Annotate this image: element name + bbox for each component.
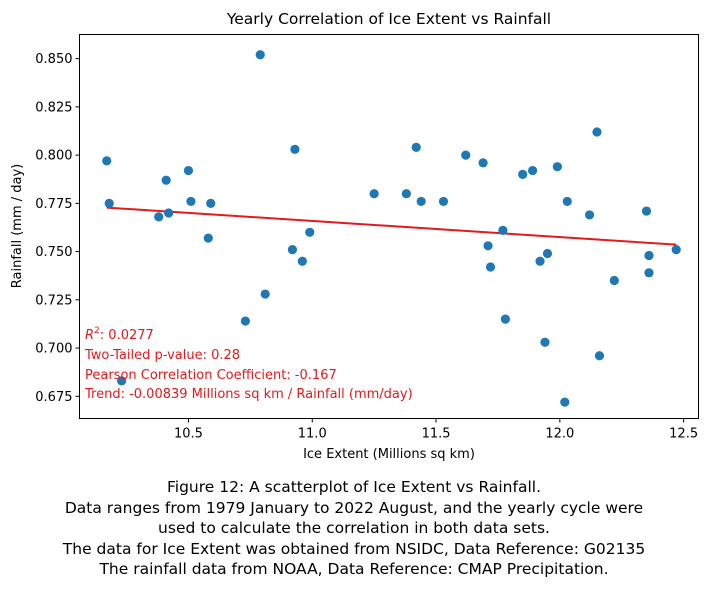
caption-line-2: Data ranges from 1979 January to 2022 Au… — [64, 498, 644, 517]
y-tick-label-5: 0.775 — [35, 197, 72, 212]
caption-line-3: used to calculate the correlation in bot… — [158, 519, 550, 538]
y-tick-label-2: 0.700 — [35, 342, 72, 357]
y-axis-label: Rainfall (mm / day) — [10, 164, 25, 289]
data-point-10 — [206, 198, 216, 208]
data-point-39 — [594, 351, 605, 361]
figure-caption: Figure 12: A scatterplot of Ice Extent v… — [0, 477, 708, 580]
data-point-31 — [535, 256, 545, 266]
data-point-3 — [116, 376, 127, 386]
data-point-7 — [183, 165, 194, 176]
x-tick-label-2: 11.0 — [298, 427, 327, 442]
data-point-14 — [287, 245, 298, 255]
r2-exponent: 2 — [94, 326, 100, 336]
data-point-34 — [552, 162, 562, 172]
caption-line-5: The rainfall data from NOAA, Data Refere… — [99, 560, 609, 579]
y-tick-label-8: 0.850 — [35, 52, 72, 67]
data-point-44 — [671, 245, 681, 255]
y-tick-label-4: 0.750 — [35, 245, 72, 260]
data-point-33 — [542, 248, 553, 259]
trend-annotation: Trend: -0.00839 Millions sq km / Rainfal… — [84, 387, 413, 402]
data-point-36 — [562, 196, 572, 207]
data-point-1 — [102, 156, 112, 166]
data-point-13 — [260, 289, 270, 299]
data-point-29 — [518, 169, 528, 179]
data-point-17 — [305, 227, 315, 237]
data-point-12 — [255, 50, 265, 60]
plot-frame — [79, 34, 699, 419]
data-point-21 — [416, 196, 426, 207]
y-axis: 0.675 0.700 0.725 0.750 0.775 0.800 0.825 0.850 — [35, 52, 80, 405]
r2-annotation: R2: 0.0277 — [85, 326, 154, 343]
r2-symbol: R — [85, 328, 94, 343]
x-tick-label-4: 12.0 — [545, 427, 574, 442]
data-point-4 — [154, 212, 164, 222]
x-axis: 10.5 11.0 11.5 12.0 12.5 — [174, 418, 698, 442]
y-tick-label-7: 0.825 — [35, 100, 72, 115]
data-point-27 — [498, 225, 508, 235]
data-point-19 — [401, 189, 411, 199]
data-point-43 — [644, 250, 654, 261]
data-point-16 — [297, 256, 307, 266]
data-point-20 — [411, 142, 421, 152]
data-point-35 — [560, 397, 570, 407]
scatter-chart: Yearly Correlation of Ice Extent vs Rain… — [10, 10, 699, 462]
data-point-28 — [500, 314, 510, 324]
data-point-23 — [461, 150, 471, 160]
data-point-6 — [164, 208, 174, 218]
data-point-8 — [186, 196, 196, 207]
points-layer — [102, 50, 681, 407]
y-tick-label-6: 0.800 — [35, 149, 72, 164]
trend-line — [106, 206, 677, 246]
data-point-41 — [641, 206, 652, 216]
data-point-11 — [240, 316, 250, 326]
x-tick-label-5: 12.5 — [669, 427, 698, 442]
x-tick-label-1: 10.5 — [174, 427, 203, 442]
data-point-40 — [609, 275, 619, 286]
r2-value: : 0.0277 — [100, 328, 154, 343]
data-point-32 — [540, 337, 550, 347]
y-tick-label-1: 0.675 — [35, 390, 72, 405]
data-point-37 — [584, 210, 595, 220]
trend-layer — [106, 206, 677, 246]
y-tick-label-3: 0.725 — [35, 293, 72, 308]
p-value-annotation: Two-Tailed p-value: 0.28 — [84, 348, 240, 363]
data-point-9 — [203, 233, 213, 243]
data-point-24 — [478, 158, 488, 168]
data-point-5 — [161, 175, 171, 185]
data-point-26 — [485, 262, 496, 272]
caption-line-1: Figure 12: A scatterplot of Ice Extent v… — [166, 478, 541, 496]
x-tick-label-3: 11.5 — [422, 427, 451, 442]
data-point-18 — [369, 189, 379, 199]
data-point-42 — [644, 268, 654, 278]
x-axis-label: Ice Extent (Millions sq km) — [303, 447, 475, 462]
data-point-22 — [438, 196, 449, 207]
data-point-2 — [104, 198, 114, 208]
chart-title: Yearly Correlation of Ice Extent vs Rain… — [226, 10, 551, 28]
data-point-25 — [483, 241, 493, 251]
stats-annotations: R2: 0.0277 Two-Tailed p-value: 0.28 Pear… — [84, 326, 413, 402]
pearson-annotation: Pearson Correlation Coefficient: -0.167 — [85, 368, 337, 383]
data-point-15 — [290, 144, 300, 154]
data-point-30 — [528, 165, 538, 176]
caption-line-4: The data for Ice Extent was obtained fro… — [62, 539, 646, 558]
data-point-38 — [592, 127, 602, 137]
